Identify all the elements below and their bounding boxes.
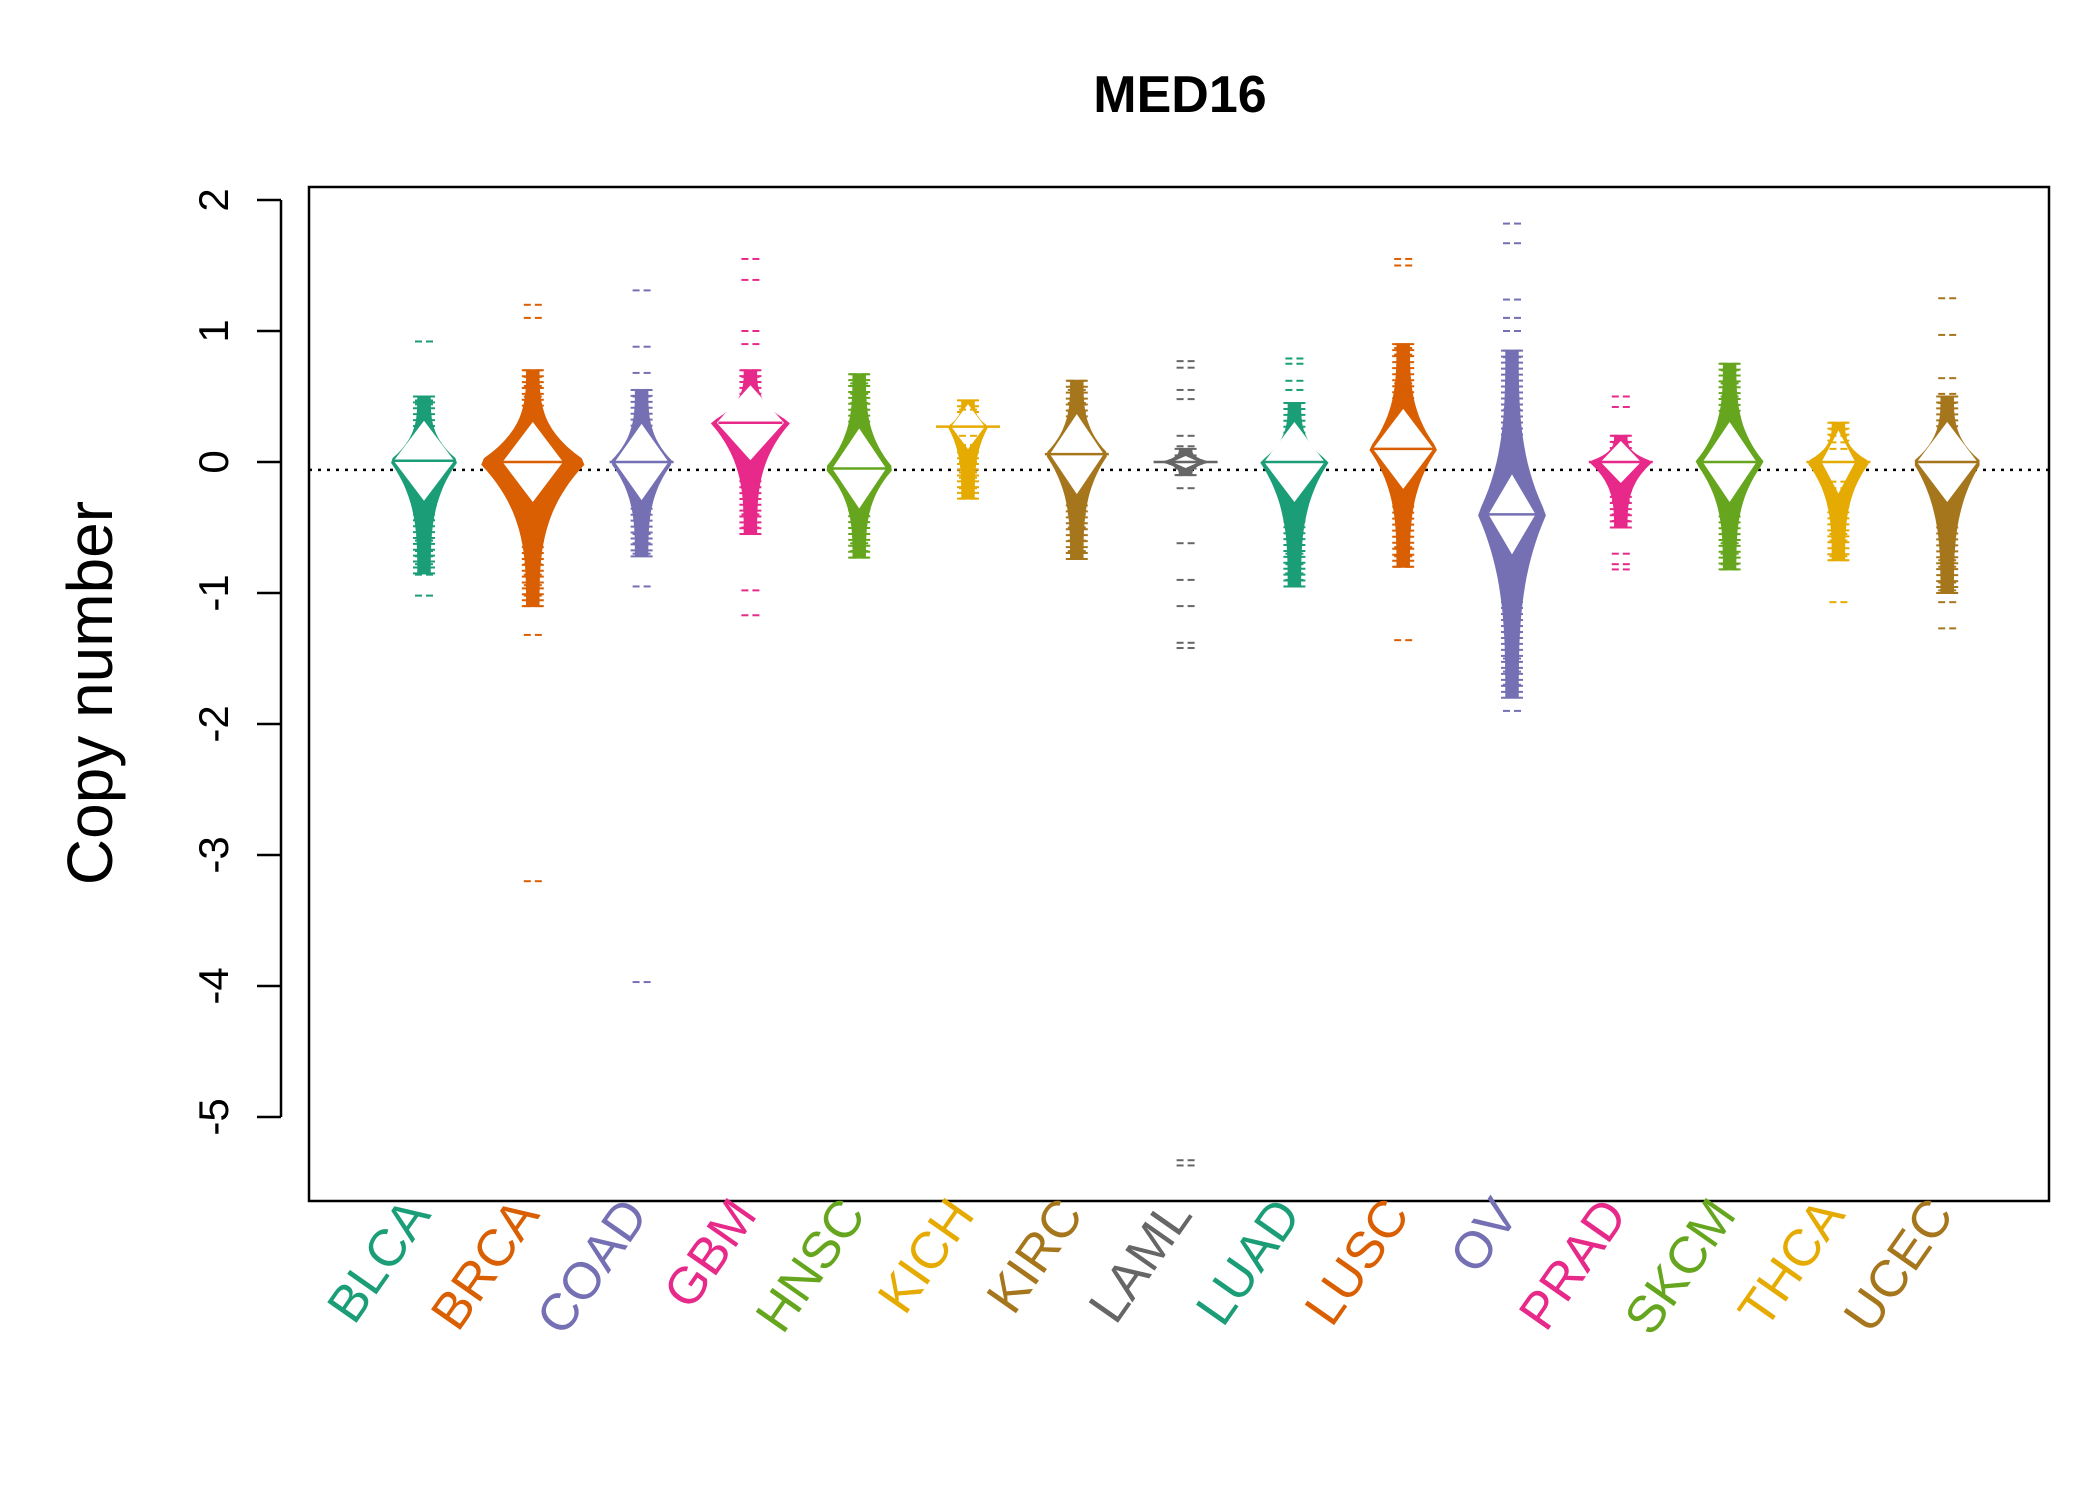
- bean-lusc: [1369, 257, 1437, 642]
- plot-area: [309, 222, 2049, 1167]
- bean-kich: [936, 399, 1000, 500]
- y-tick-label: 2: [190, 188, 237, 211]
- bean-hnsc: [826, 373, 892, 559]
- bean-thca: [1806, 421, 1871, 604]
- bean-skcm: [1695, 362, 1764, 571]
- y-tick-label: -5: [190, 1098, 237, 1135]
- plot-frame: [307, 185, 2051, 1203]
- y-tick-label: -1: [190, 574, 237, 611]
- y-axis: 2 1 0 -1 -2 -3 -4 -5: [190, 188, 283, 1136]
- bean-ucec: [1914, 297, 1980, 630]
- chart-title: MED16: [1093, 66, 1266, 124]
- bean-kirc: [1044, 379, 1109, 560]
- bean-coad: [609, 289, 674, 984]
- y-axis-label: Copy number: [54, 501, 126, 885]
- bean-blca: [391, 340, 457, 597]
- bean-ov: [1478, 222, 1546, 712]
- y-tick-label: -3: [190, 836, 237, 873]
- bean-luad: [1260, 357, 1329, 588]
- bean-brca: [481, 303, 585, 883]
- bean-prad: [1588, 395, 1653, 571]
- y-tick-label: -2: [190, 705, 237, 742]
- bean-laml: [1153, 360, 1218, 1167]
- bean-gbm: [710, 257, 790, 617]
- y-tick-label: 1: [190, 319, 237, 342]
- y-tick-label: 0: [190, 450, 237, 473]
- y-tick-label: -4: [190, 967, 237, 1004]
